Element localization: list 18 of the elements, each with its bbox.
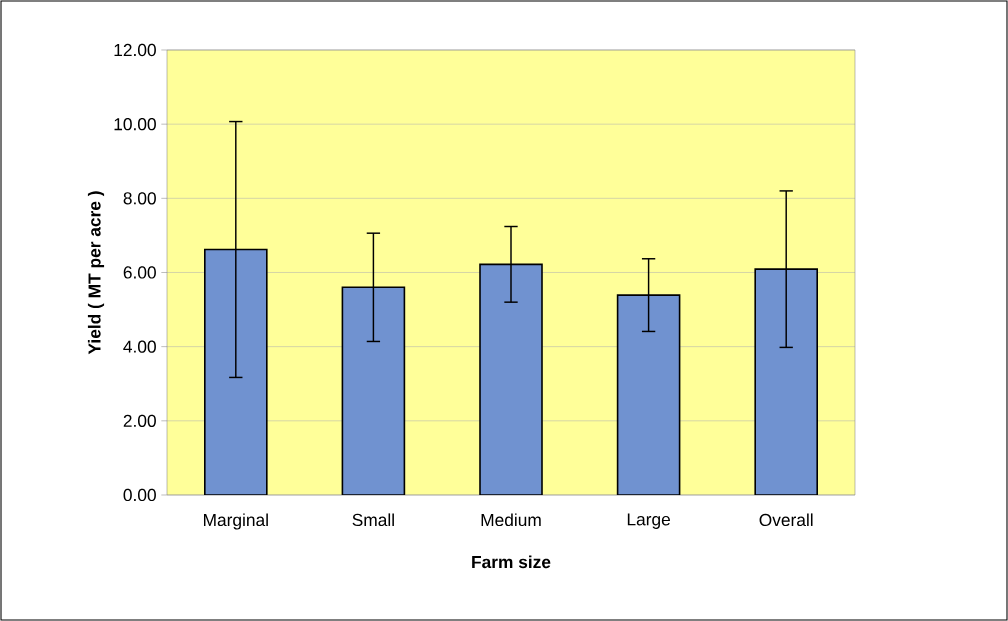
x-tick-label: Medium (481, 513, 541, 527)
y-tick-label: 12.00 (114, 43, 156, 57)
y-tick-label: 8.00 (123, 192, 156, 205)
y-tick-label: 10.00 (114, 118, 156, 131)
y-tick-label: 4.00 (123, 340, 156, 353)
x-tick-label: Large (627, 513, 670, 529)
bar (754, 268, 818, 495)
y-axis-title: Yield ( MT per acre ) (87, 191, 105, 355)
x-axis-title: Farm size (472, 555, 551, 569)
x-tick-label: Small (352, 513, 394, 527)
bar (479, 263, 543, 495)
y-tick-label: 6.00 (123, 266, 156, 279)
y-tick-label: 0.00 (123, 488, 156, 502)
bar (616, 294, 681, 495)
x-tick-label: Marginal (203, 513, 268, 530)
bar (341, 286, 406, 495)
y-tick-label: 2.00 (123, 414, 156, 427)
x-tick-label: Overall (759, 513, 813, 527)
